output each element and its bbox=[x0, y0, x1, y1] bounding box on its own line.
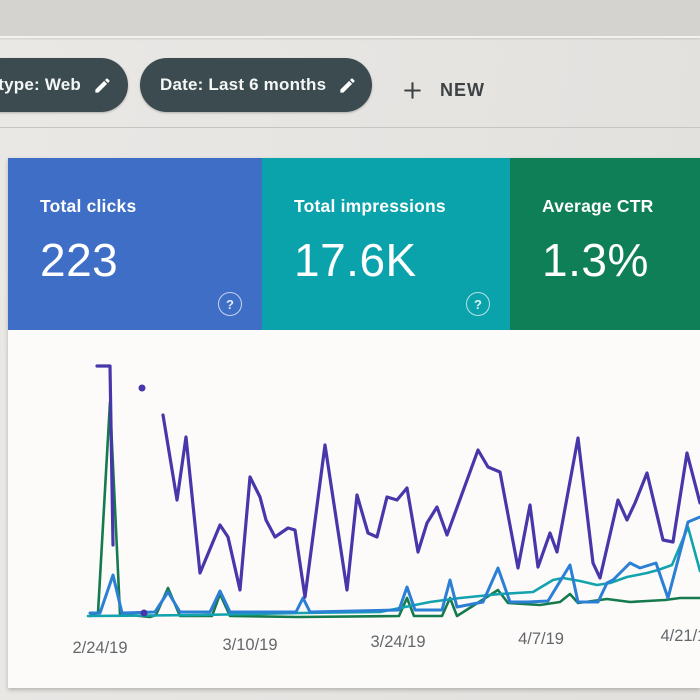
x-axis: 2/24/19 3/10/19 3/24/19 4/7/19 4/21/19 bbox=[0, 345, 700, 688]
header-divider bbox=[0, 127, 700, 128]
blue-series-line bbox=[88, 515, 700, 615]
card-label: Average CTR bbox=[542, 196, 654, 216]
new-button[interactable]: NEW bbox=[392, 70, 493, 110]
edit-icon[interactable] bbox=[338, 76, 357, 95]
edit-icon[interactable] bbox=[93, 76, 112, 95]
x-axis-label: 3/24/19 bbox=[370, 633, 426, 651]
purple-series-dot bbox=[140, 609, 148, 617]
monitor-top-edge bbox=[0, 0, 700, 38]
help-icon[interactable]: ? bbox=[466, 292, 490, 316]
search-type-chip-label: type: Web bbox=[0, 75, 81, 94]
purple-series-line bbox=[161, 413, 700, 599]
date-range-chip[interactable]: Date: Last 6 months bbox=[140, 58, 372, 112]
date-range-chip-label: Date: Last 6 months bbox=[160, 75, 327, 94]
x-axis-label: 2/24/19 bbox=[72, 639, 128, 657]
card-value: 223 bbox=[40, 234, 119, 286]
card-value: 1.3% bbox=[542, 234, 649, 286]
total-clicks-card[interactable]: Total clicks 223 ? bbox=[8, 158, 262, 330]
card-value: 17.6K bbox=[294, 234, 417, 286]
search-type-chip[interactable]: type: Web bbox=[0, 58, 128, 112]
card-label: Total clicks bbox=[40, 196, 137, 216]
new-button-label: NEW bbox=[440, 79, 485, 100]
card-label: Total impressions bbox=[294, 196, 446, 216]
plus-icon bbox=[400, 78, 425, 103]
chart-area[interactable]: 2/24/19 3/10/19 3/24/19 4/7/19 4/21/19 bbox=[0, 345, 700, 688]
purple-series-line bbox=[95, 364, 115, 547]
total-impressions-card[interactable]: Total impressions 17.6K ? bbox=[262, 158, 510, 330]
x-axis-label: 4/21/19 bbox=[660, 627, 700, 645]
average-ctr-card[interactable]: Average CTR 1.3% bbox=[510, 158, 700, 330]
help-icon[interactable]: ? bbox=[218, 292, 242, 316]
x-axis-label: 3/10/19 bbox=[222, 636, 278, 654]
x-axis-label: 4/7/19 bbox=[518, 630, 564, 648]
chart-canvas[interactable] bbox=[0, 345, 700, 688]
purple-series-dot bbox=[138, 384, 146, 392]
